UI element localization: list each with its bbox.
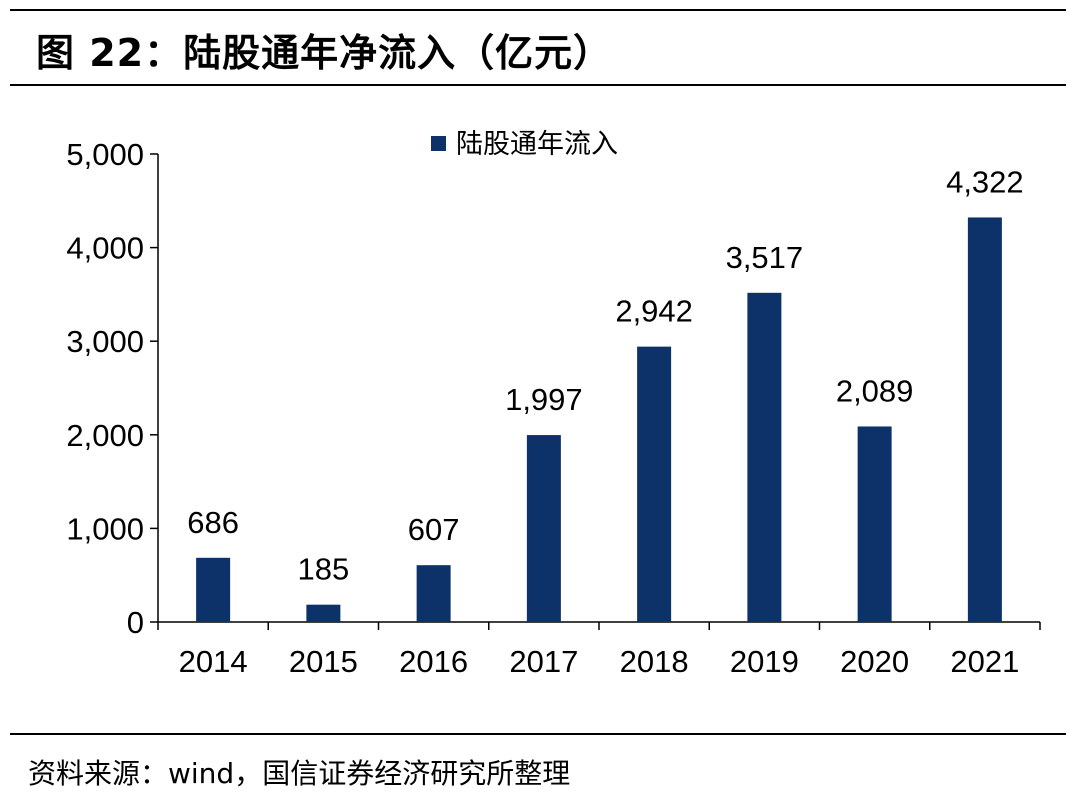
data-label: 2,942: [615, 294, 693, 329]
bars: [196, 217, 1002, 622]
y-tick-label: 2,000: [66, 418, 144, 453]
x-tick-label: 2017: [509, 644, 578, 679]
legend: 陆股通年流入: [431, 129, 618, 160]
bar-2018: [637, 346, 672, 622]
source-note: 资料来源：wind，国信证券经济研究所整理: [28, 757, 571, 790]
bottom-rule: [10, 733, 1066, 735]
x-tick-label: 2020: [840, 644, 909, 679]
bar-2017: [526, 435, 561, 622]
bar-2021: [967, 217, 1002, 622]
top-rule: [10, 9, 1066, 11]
bar-2015: [306, 604, 341, 622]
data-label: 185: [298, 552, 350, 587]
x-tick-label: 2014: [179, 644, 248, 679]
bar-2020: [857, 426, 892, 622]
data-label: 607: [408, 512, 460, 547]
x-tick-label: 2015: [289, 644, 358, 679]
y-tick-label: 3,000: [66, 324, 144, 359]
axes: 0 1,000 2,000 3,000 4,000 5,000 2014 2015 2016 20…: [66, 137, 1041, 679]
data-label: 2,089: [836, 373, 914, 408]
y-tick-label: 1,000: [66, 511, 144, 546]
legend-label: 陆股通年流入: [456, 129, 618, 160]
data-label: 1,997: [505, 382, 583, 417]
data-labels: 686 185 607 1,997 2,942 3,517 2,089 4,322: [187, 164, 1023, 586]
x-tick-label: 2019: [730, 644, 799, 679]
x-tick-label: 2018: [620, 644, 689, 679]
bar-2019: [747, 292, 782, 622]
y-tick-label: 0: [127, 605, 144, 640]
figure-title: 图 22：陆股通年净流入（亿元）: [36, 31, 613, 75]
y-tick-label: 4,000: [66, 231, 144, 266]
title-rule: [10, 84, 1066, 86]
data-label: 4,322: [946, 164, 1024, 199]
y-tick-label: 5,000: [66, 137, 144, 172]
legend-swatch: [431, 136, 446, 151]
data-label: 3,517: [726, 240, 804, 275]
bar-2014: [196, 557, 231, 622]
data-label: 686: [187, 505, 239, 540]
x-tick-label: 2016: [399, 644, 468, 679]
x-tick-label: 2021: [950, 644, 1019, 679]
bar-2016: [416, 565, 451, 622]
